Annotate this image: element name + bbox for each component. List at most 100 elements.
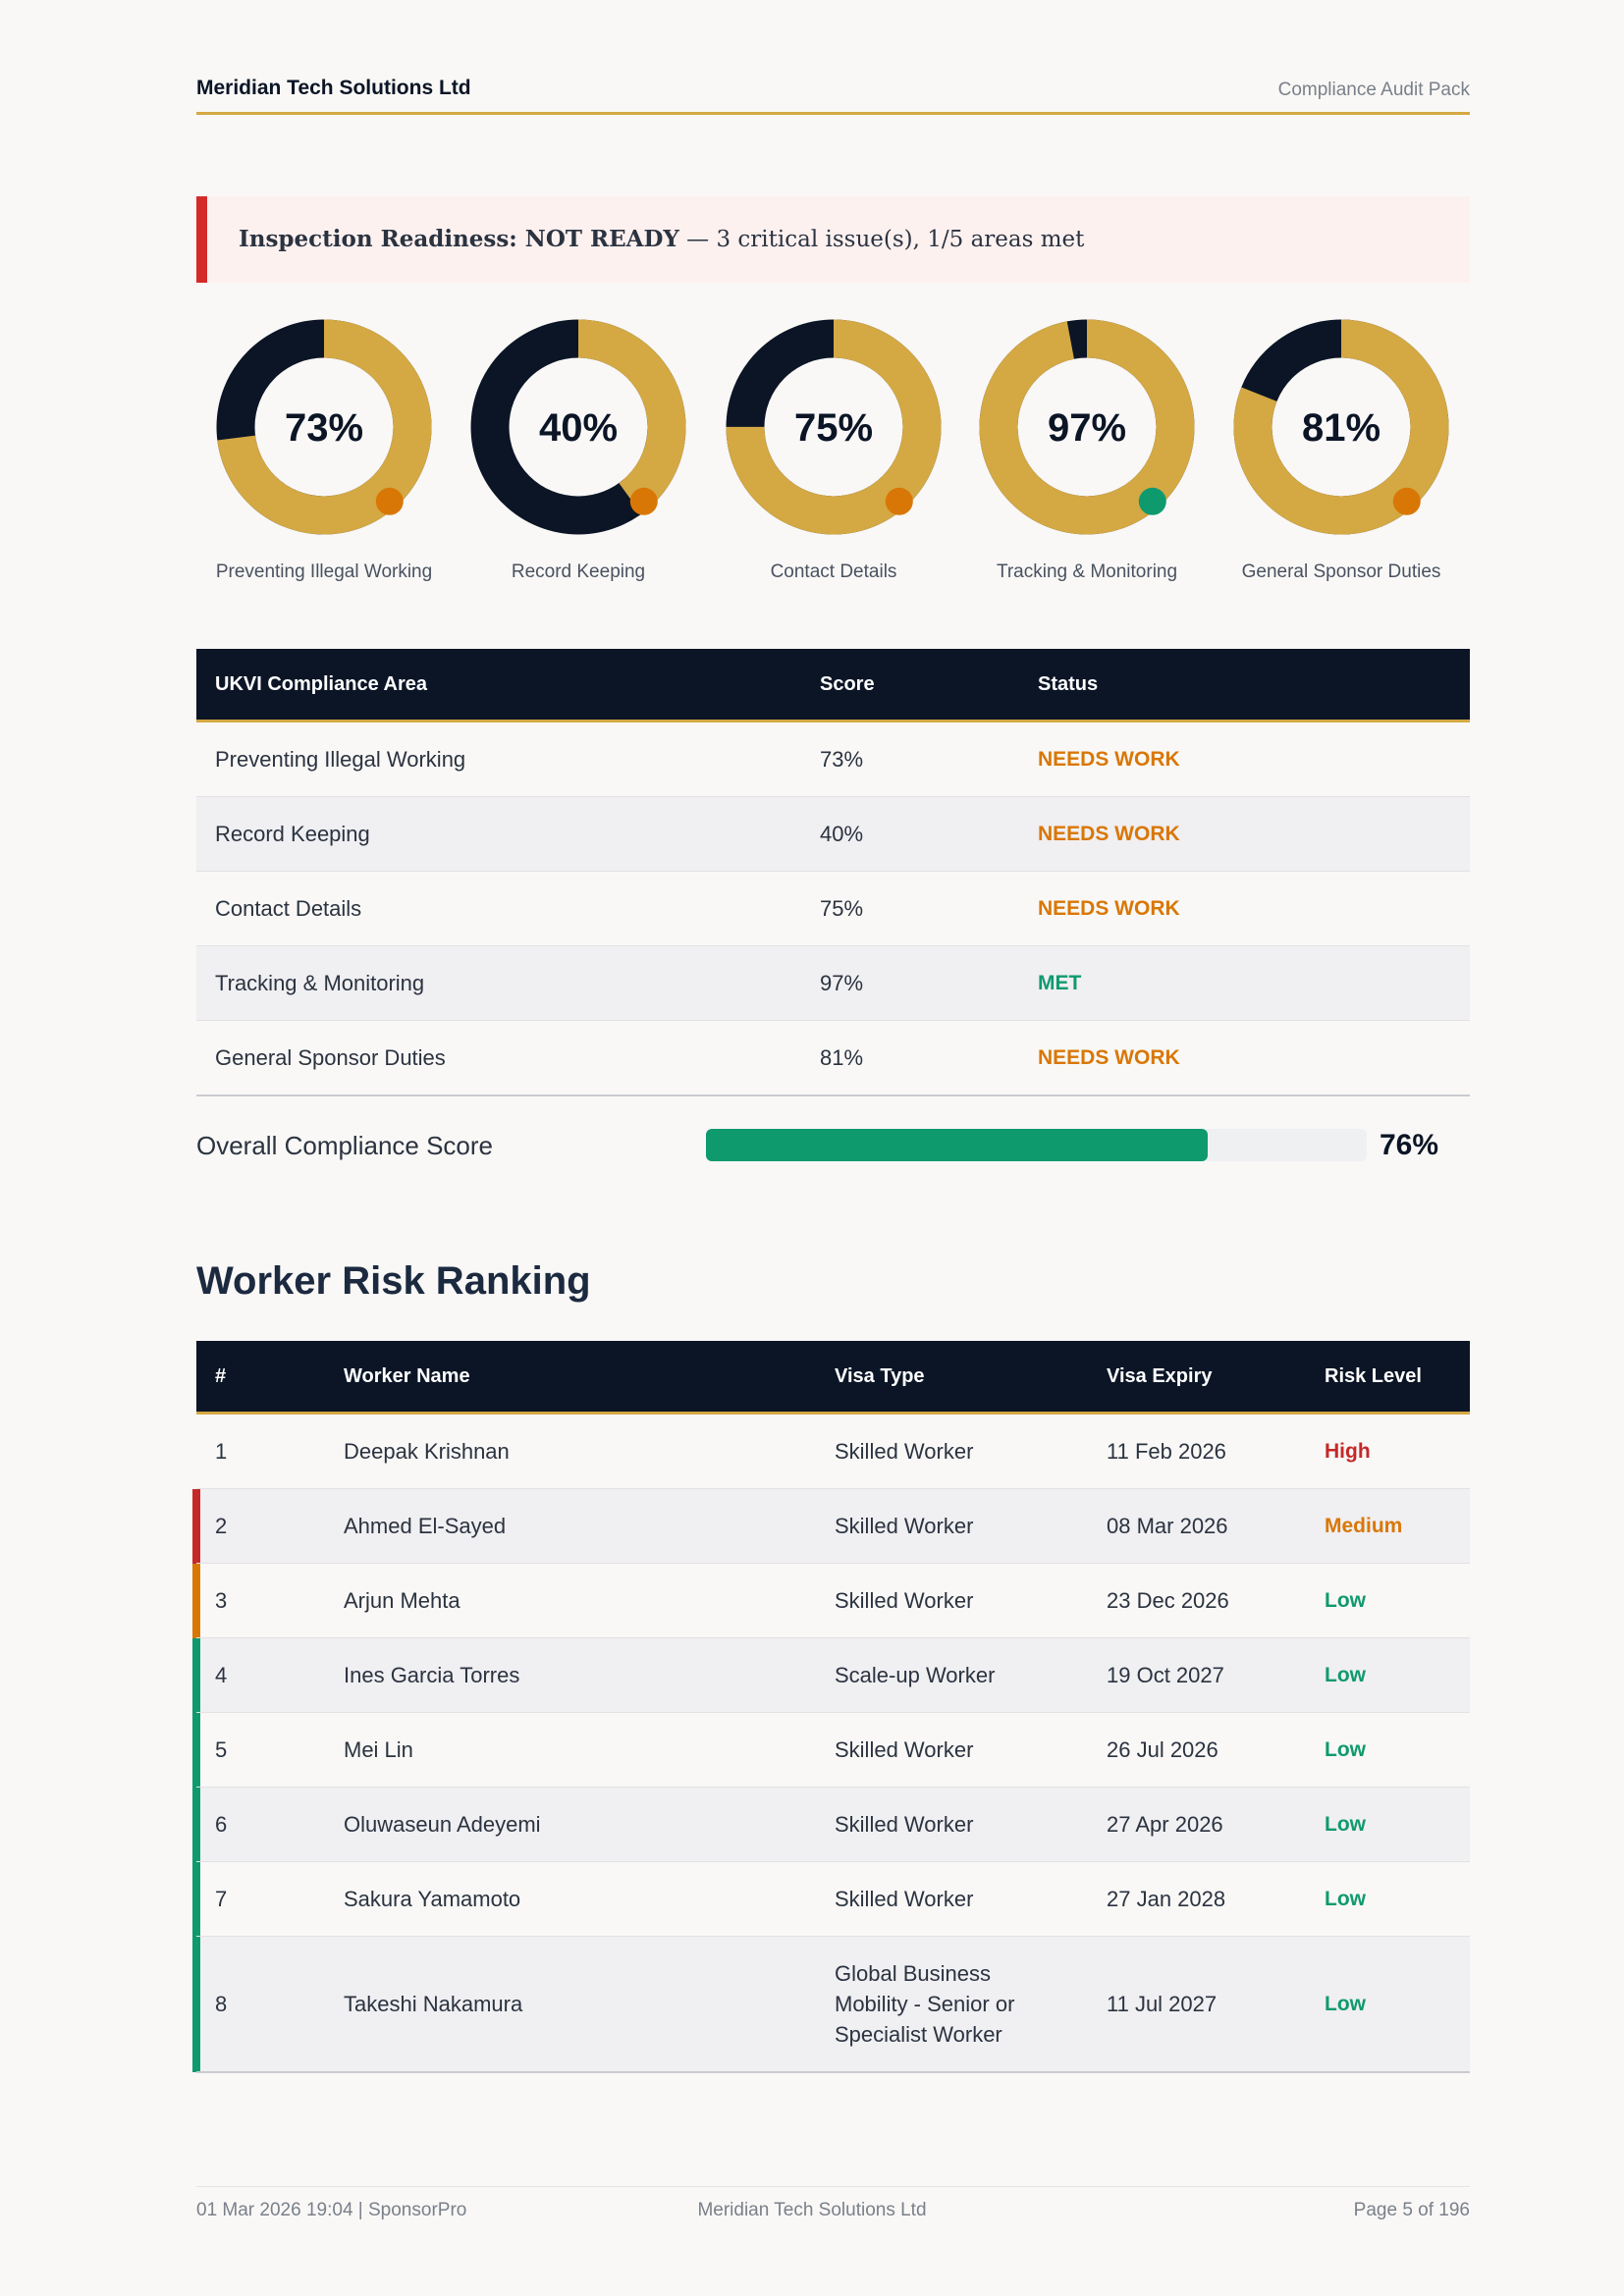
column-header: Risk Level (1306, 1341, 1470, 1415)
area-score: 97% (801, 945, 1019, 1021)
column-header: Visa Expiry (1088, 1341, 1306, 1415)
donut-arc (979, 319, 1195, 535)
area-status: NEEDS WORK (1019, 796, 1470, 872)
donut-value: 40% (539, 406, 618, 450)
risk-level: Low (1306, 1712, 1470, 1788)
table-header: # Worker Name Visa Type Visa Expiry Risk Lev… (196, 1341, 1470, 1415)
donut-arc (1233, 319, 1449, 535)
visa-type: Skilled Worker (816, 1488, 1088, 1564)
overall-track (706, 1129, 1367, 1161)
area-name: Preventing Illegal Working (196, 721, 801, 797)
column-header: UKVI Compliance Area (196, 649, 801, 722)
worker-name: Arjun Mehta (325, 1563, 816, 1638)
area-status: NEEDS WORK (1019, 721, 1470, 797)
overall-value: 76% (1380, 1129, 1439, 1161)
table-row: Contact Details 75% NEEDS WORK (196, 871, 1470, 946)
status-dot (375, 487, 404, 515)
visa-expiry: 27 Jan 2028 (1088, 1861, 1306, 1937)
visa-type: Skilled Worker (816, 1712, 1088, 1788)
worker-name: Mei Lin (325, 1712, 816, 1788)
table-row: 3 Arjun Mehta Skilled Worker 23 Dec 2026 Low (196, 1563, 1470, 1638)
table-row: 1 Deepak Krishnan Skilled Worker 11 Feb 202… (196, 1413, 1470, 1489)
area-score: 75% (801, 871, 1019, 946)
banner-text: Inspection Readiness: NOT READY — 3 crit… (239, 196, 1084, 283)
column-header: Worker Name (325, 1341, 816, 1415)
area-score: 81% (801, 1020, 1019, 1096)
risk-level: Low (1306, 1787, 1470, 1862)
row-number: 7 (196, 1861, 325, 1937)
worker-table: # Worker Name Visa Type Visa Expiry Risk Lev… (196, 1341, 1470, 2073)
donut-label: Tracking & Monitoring (997, 561, 1177, 582)
compliance-table: UKVI Compliance Area Score Status Preventi… (196, 649, 1470, 1096)
column-header: Visa Type (816, 1341, 1088, 1415)
risk-level: Low (1306, 1563, 1470, 1638)
table-row: 8 Takeshi Nakamura Global Business Mobilit… (196, 1936, 1470, 2073)
visa-type: Skilled Worker (816, 1413, 1088, 1489)
donut-arc (470, 319, 686, 535)
readiness-banner: Inspection Readiness: NOT READY — 3 crit… (196, 196, 1470, 283)
status-dot (1138, 487, 1166, 515)
status-dot (629, 487, 658, 515)
area-score: 73% (801, 721, 1019, 797)
donut-label: Contact Details (771, 561, 897, 582)
table-row: 2 Ahmed El-Sayed Skilled Worker 08 Mar 2026… (196, 1488, 1470, 1564)
visa-expiry: 11 Jul 2027 (1088, 1936, 1306, 2073)
overall-label: Overall Compliance Score (196, 1131, 494, 1160)
company-name: Meridian Tech Solutions Ltd (196, 77, 471, 99)
row-number: 4 (196, 1637, 325, 1713)
footer-left: 01 Mar 2026 19:04 | SponsorPro (196, 2200, 467, 2220)
worker-name: Takeshi Nakamura (325, 1936, 816, 2073)
row-number: 5 (196, 1712, 325, 1788)
table-row: 6 Oluwaseun Adeyemi Skilled Worker 27 Apr 2… (196, 1787, 1470, 1862)
area-status: NEEDS WORK (1019, 871, 1470, 946)
row-number: 1 (196, 1413, 325, 1489)
visa-expiry: 23 Dec 2026 (1088, 1563, 1306, 1638)
banner-detail: — 3 critical issue(s), 1/5 areas met (686, 227, 1085, 252)
risk-level: High (1306, 1413, 1470, 1489)
donut-value: 75% (794, 406, 873, 450)
table-row: Record Keeping 40% NEEDS WORK (196, 796, 1470, 872)
footer-right: Page 5 of 196 (1353, 2200, 1470, 2220)
row-number: 3 (196, 1563, 325, 1638)
row-number: 6 (196, 1787, 325, 1862)
area-name: Contact Details (196, 871, 801, 946)
donut-arc (726, 319, 942, 535)
risk-level: Low (1306, 1861, 1470, 1937)
table-row: 7 Sakura Yamamoto Skilled Worker 27 Jan 202… (196, 1861, 1470, 1937)
risk-level: Medium (1306, 1488, 1470, 1564)
status-dot (1392, 487, 1421, 515)
status-dot (885, 487, 913, 515)
column-header: Score (801, 649, 1019, 722)
column-header: # (196, 1341, 325, 1415)
donut-arc (216, 319, 432, 535)
donut-value: 73% (285, 406, 363, 450)
footer-rule (196, 2186, 1470, 2187)
column-header: Status (1019, 649, 1470, 722)
donut-value: 97% (1048, 406, 1126, 450)
table-row: General Sponsor Duties 81% NEEDS WORK (196, 1020, 1470, 1096)
document-title: Compliance Audit Pack (1277, 80, 1470, 100)
worker-name: Sakura Yamamoto (325, 1861, 816, 1937)
worker-name: Deepak Krishnan (325, 1413, 816, 1489)
worker-name: Oluwaseun Adeyemi (325, 1787, 816, 1862)
risk-level: Low (1306, 1637, 1470, 1713)
row-number: 2 (196, 1488, 325, 1564)
overall-bar (706, 1129, 1209, 1161)
table-row: 5 Mei Lin Skilled Worker 26 Jul 2026 Low (196, 1712, 1470, 1788)
banner-headline: Inspection Readiness: NOT READY (239, 226, 679, 252)
risk-level: Low (1306, 1936, 1470, 2073)
section-title: Worker Risk Ranking (196, 1259, 591, 1303)
footer-center: Meridian Tech Solutions Ltd (697, 2200, 927, 2220)
visa-type: Scale-up Worker (816, 1637, 1088, 1713)
visa-type: Global Business Mobility - Senior or Spe… (816, 1936, 1088, 2073)
area-name: Tracking & Monitoring (196, 945, 801, 1021)
area-status: NEEDS WORK (1019, 1020, 1470, 1096)
worker-name: Ahmed El-Sayed (325, 1488, 816, 1564)
table-header: UKVI Compliance Area Score Status (196, 649, 1470, 722)
score-donuts: 73% Preventing Illegal Working 40% Record K… (216, 319, 1449, 582)
donut-label: Preventing Illegal Working (216, 561, 432, 582)
row-number: 8 (196, 1936, 325, 2073)
visa-expiry: 19 Oct 2027 (1088, 1637, 1306, 1713)
worker-name: Ines Garcia Torres (325, 1637, 816, 1713)
